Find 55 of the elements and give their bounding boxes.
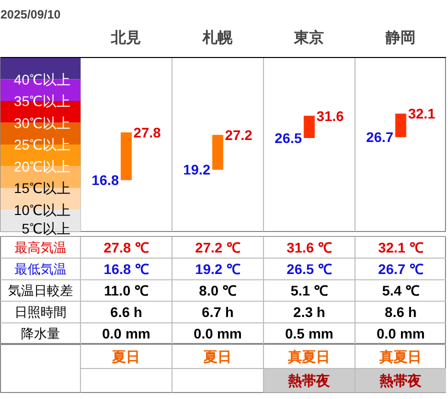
text: 26.5 ℃ — [286, 260, 332, 277]
category-label: 最高気温 — [14, 240, 66, 255]
text: 27.8 ℃ — [104, 239, 149, 256]
annotation: 27.8 — [134, 124, 162, 140]
text: 16.8 ℃ — [104, 260, 149, 277]
category-label: 日照時間 — [14, 304, 66, 320]
x-tick-label: 東京 — [293, 28, 324, 46]
category-label: 気温日較差 — [8, 283, 73, 298]
annotation: 26.7 — [366, 129, 394, 146]
text: 0.0 mm — [194, 326, 242, 342]
y-tick-label: 20℃以上 — [14, 158, 71, 174]
text: 真夏日 — [288, 348, 330, 364]
text: 夏日 — [204, 348, 232, 364]
annotation: 31.6 — [316, 108, 344, 124]
y-tick-label: 25℃以上 — [14, 136, 71, 152]
chart-title: 2025/09/10 — [0, 8, 61, 22]
text: 26.7 ℃ — [378, 260, 424, 277]
text: 真夏日 — [380, 348, 422, 364]
text: 6.7 h — [202, 304, 234, 320]
annotation: 27.2 — [225, 126, 253, 143]
text: 0.0 mm — [376, 326, 425, 342]
x-tick-label: 静岡 — [384, 30, 416, 46]
text: 31.6 ℃ — [286, 239, 332, 256]
text: 11.0 ℃ — [104, 282, 148, 298]
text: 27.2 ℃ — [195, 239, 240, 256]
annotation: 32.1 — [408, 106, 436, 122]
annotation: 16.8 — [92, 172, 120, 188]
text: 19.2 ℃ — [195, 260, 240, 277]
x-tick-label: 北見 — [110, 30, 142, 46]
category-label: 降水量 — [20, 326, 60, 342]
text: 5.1 ℃ — [290, 282, 328, 298]
bar — [120, 132, 132, 180]
text: 5.4 ℃ — [382, 282, 420, 298]
y-tick-label: 40℃以上 — [14, 71, 71, 88]
text: 8.0 ℃ — [199, 282, 236, 298]
text: 夏日 — [112, 348, 140, 364]
text: 熱帯夜 — [380, 372, 422, 388]
bar — [212, 134, 224, 170]
y-tick-label: 30℃以上 — [14, 114, 71, 131]
text: 32.1 ℃ — [378, 239, 424, 256]
annotation: 26.5 — [274, 130, 302, 146]
category-label: 最低気温 — [14, 261, 66, 276]
y-tick-label: 15℃以上 — [14, 180, 71, 196]
text: 熱帯夜 — [288, 372, 330, 388]
text: 8.6 h — [384, 304, 417, 320]
text: 2.3 h — [293, 304, 326, 320]
y-tick-label: 10℃以上 — [14, 202, 71, 218]
annotation: 19.2 — [183, 162, 211, 178]
y-tick-label: 5℃以上 — [22, 220, 71, 236]
text: 0.0 mm — [102, 326, 150, 342]
bar — [304, 116, 315, 138]
bar — [395, 114, 406, 138]
text: 0.5 mm — [285, 326, 334, 342]
x-tick-label: 札幌 — [202, 30, 234, 46]
text: 6.6 h — [110, 304, 142, 320]
